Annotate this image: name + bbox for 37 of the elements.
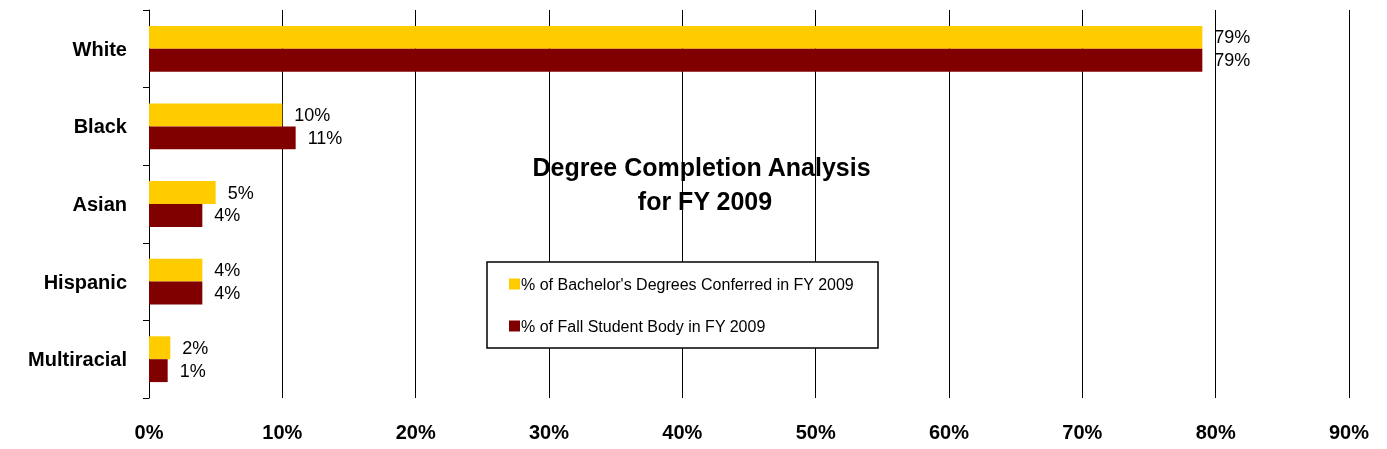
bar — [149, 281, 203, 305]
bar — [149, 103, 283, 127]
y-tick-label: Asian — [72, 193, 127, 215]
data-label: 79% — [1214, 27, 1251, 48]
data-label: 4% — [214, 260, 241, 281]
x-tick-label: 60% — [928, 421, 970, 443]
x-tick-label: 0% — [134, 421, 164, 443]
data-label: 4% — [214, 205, 241, 226]
bar — [149, 48, 1203, 72]
x-tick-label: 70% — [1062, 421, 1103, 443]
data-label: 4% — [214, 283, 241, 304]
bar — [149, 181, 216, 204]
legend-label: % of Bachelor's Degrees Conferred in FY 2009 — [521, 275, 854, 293]
y-tick-label: Hispanic — [43, 270, 127, 293]
x-tick-label: 40% — [662, 421, 703, 443]
bar — [149, 258, 203, 282]
y-tick-label: Multiracial — [28, 348, 127, 371]
bar — [149, 126, 296, 150]
x-tick-label: 90% — [1328, 421, 1370, 443]
data-label: 79% — [1214, 50, 1251, 71]
y-tick-label: White — [72, 37, 127, 60]
x-tick-label: 10% — [262, 421, 303, 443]
x-tick-label: 30% — [528, 421, 570, 443]
data-label: 2% — [182, 337, 209, 358]
x-tick-label: 80% — [1195, 421, 1236, 443]
data-label: 5% — [227, 182, 254, 203]
x-tick-label: 20% — [395, 421, 436, 443]
bar — [149, 25, 1203, 49]
y-tick-label: Black — [73, 115, 128, 138]
x-tick-label: 50% — [795, 421, 836, 443]
bar — [149, 336, 171, 360]
data-label: 10% — [294, 104, 331, 125]
data-label: 11% — [307, 127, 343, 148]
legend-label: % of Fall Student Body in FY 2009 — [521, 317, 766, 335]
data-label: 1% — [179, 360, 206, 381]
bar — [149, 204, 203, 227]
bar — [149, 359, 168, 383]
